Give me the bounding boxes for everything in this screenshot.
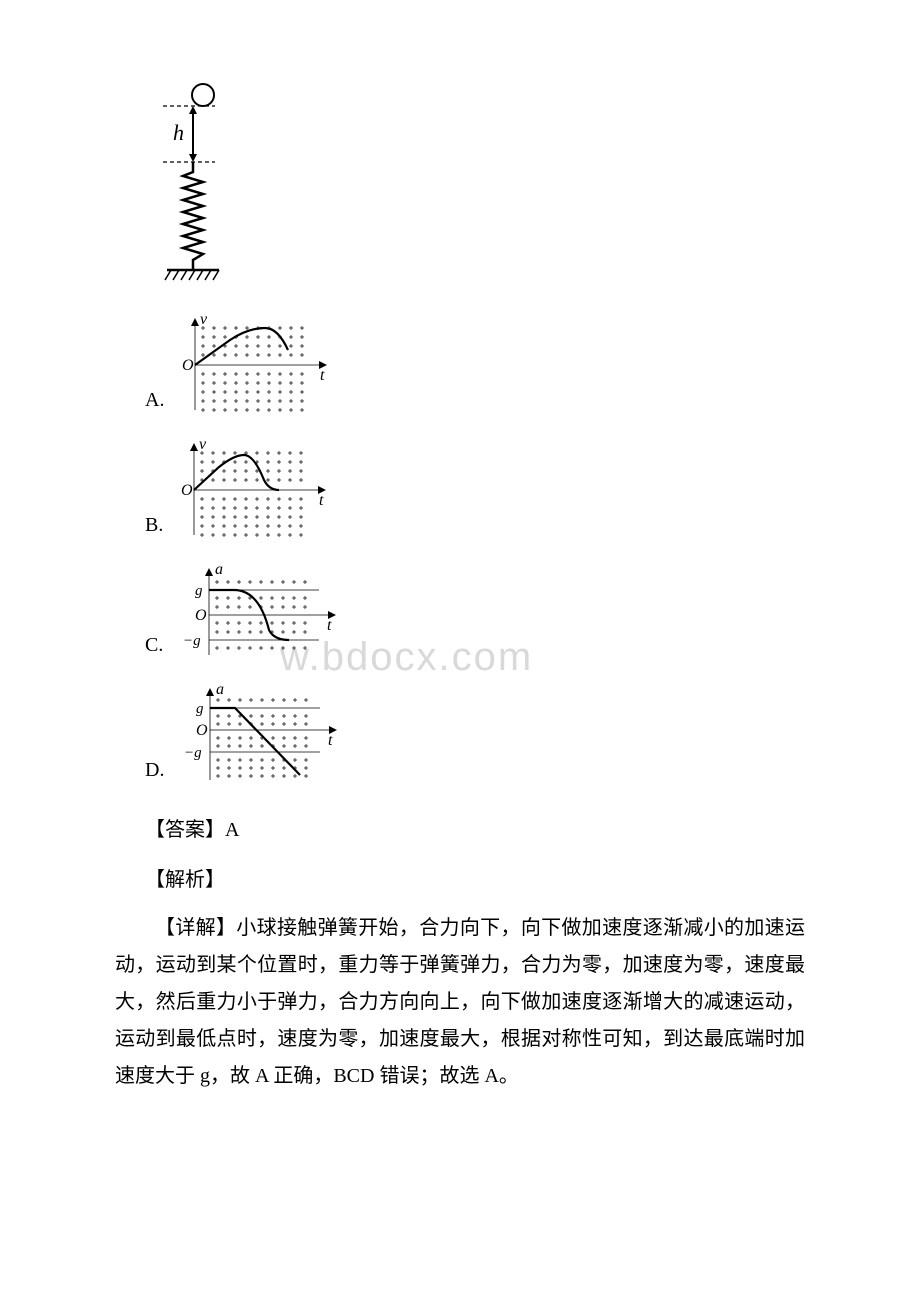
graph-d-svg: a g O −g t — [170, 680, 345, 790]
graph-a-xlabel: t — [320, 367, 325, 384]
graph-d-ylabel: a — [216, 681, 224, 698]
graph-d-neg-g: −g — [184, 745, 202, 761]
option-c-letter: C. — [145, 634, 163, 665]
graph-b-origin: O — [181, 482, 193, 499]
graph-c-ylabel: a — [215, 561, 223, 578]
option-d: D. — [145, 680, 805, 790]
graph-d-g: g — [196, 701, 204, 717]
graph-c-xlabel: t — [327, 617, 332, 634]
option-b: B. — [145, 435, 805, 545]
graph-b-ylabel: v — [199, 436, 207, 453]
setup-diagram: h — [145, 80, 805, 290]
analysis-label: 【解析】 — [145, 860, 805, 900]
option-a: A. — [145, 310, 805, 420]
option-b-letter: B. — [145, 514, 163, 545]
answer-value: A — [225, 819, 239, 841]
graph-b-svg: v O t — [169, 435, 334, 545]
graph-d-xlabel: t — [328, 732, 333, 749]
h-label: h — [173, 120, 184, 145]
graph-a-ylabel: v — [200, 311, 208, 328]
detail-label: 【详解】 — [155, 917, 236, 939]
graph-a-origin: O — [182, 357, 194, 374]
graph-d-origin: O — [196, 722, 208, 739]
option-d-letter: D. — [145, 759, 164, 790]
option-a-letter: A. — [145, 389, 164, 420]
detail-paragraph: 【详解】小球接触弹簧开始，合力向下，向下做加速度逐渐减小的加速运动，运动到某个位… — [115, 910, 805, 1095]
graph-c-origin: O — [195, 607, 207, 624]
graph-a-svg: v O t — [170, 310, 335, 420]
answer-label: 【答案】 — [145, 819, 225, 841]
graph-c-neg-g: −g — [183, 633, 201, 649]
graph-c-g: g — [195, 583, 203, 599]
answer-line: 【答案】A — [145, 810, 805, 850]
graph-b-xlabel: t — [319, 492, 324, 509]
page-content: h A. — [115, 80, 805, 1095]
detail-text: 小球接触弹簧开始，合力向下，向下做加速度逐渐减小的加速运动，运动到某个位置时，重… — [115, 917, 805, 1087]
spring-ball-svg: h — [145, 80, 235, 290]
graph-c-svg: a g O −g t — [169, 560, 344, 665]
option-c: C. — [145, 560, 805, 665]
